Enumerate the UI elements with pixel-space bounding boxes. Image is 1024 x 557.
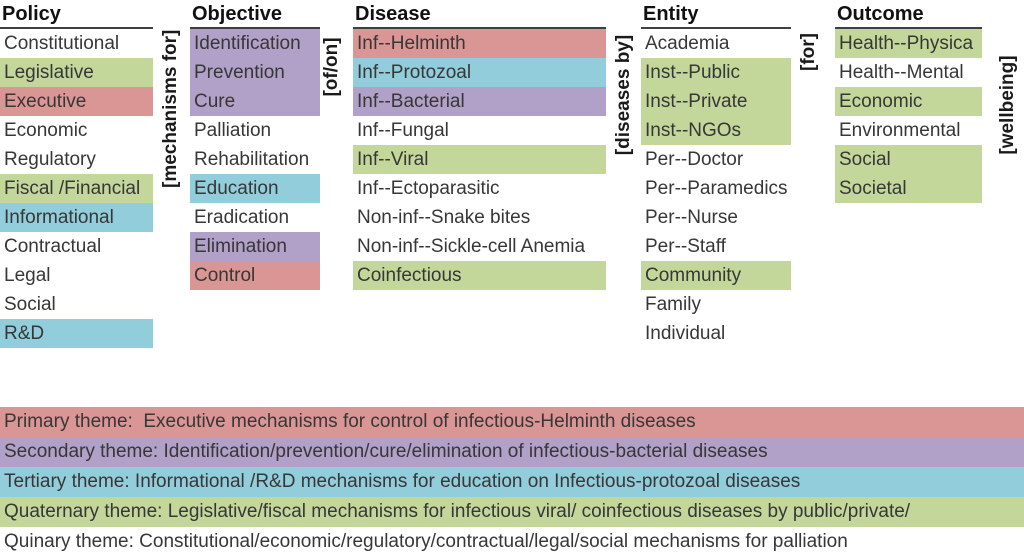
connector-label-of-on: [of/on] <box>321 37 342 97</box>
column-policy: Policy Constitutional Legislative Execut… <box>0 2 153 348</box>
column-header-outcome: Outcome <box>835 2 982 29</box>
disease-item: Inf--Ectoparasitic <box>357 178 500 199</box>
policy-item: Informational <box>0 203 153 232</box>
policy-item: Fiscal /Financial <box>0 174 153 203</box>
policy-item: Social <box>4 294 56 315</box>
entity-item: Inst--Public <box>641 58 791 87</box>
outcome-item: Health--Physica <box>835 29 982 58</box>
objective-item: Education <box>190 174 320 203</box>
legend-primary-theme: Primary theme: Executive mechanisms for … <box>0 407 1024 437</box>
disease-item: Inf--Protozoal <box>353 58 606 87</box>
objective-item: Eradication <box>194 207 290 228</box>
entity-item: Family <box>645 294 701 315</box>
theme-legend: Primary theme: Executive mechanisms for … <box>0 407 1024 557</box>
outcome-item: Environmental <box>839 120 961 141</box>
connector-label-mechanisms-for: [mechanisms for] <box>160 29 181 188</box>
entity-item: Per--Doctor <box>645 149 744 170</box>
objective-item: Elimination <box>190 232 320 261</box>
column-objective: Objective Identification Prevention Cure… <box>190 2 320 290</box>
connector-label-wellbeing: [wellbeing] <box>997 55 1018 155</box>
objective-item: Palliation <box>194 120 272 141</box>
policy-item: Constitutional <box>4 33 120 54</box>
column-disease: Disease Inf--Helminth Inf--Protozoal Inf… <box>353 2 606 290</box>
entity-item: Academia <box>645 33 730 54</box>
objective-item: Cure <box>190 87 320 116</box>
objective-item: Prevention <box>190 58 320 87</box>
entity-item: Per--Staff <box>645 236 726 257</box>
policy-item: Legislative <box>0 58 153 87</box>
policy-item: R&D <box>0 319 153 348</box>
connector-label-for: [for] <box>798 33 819 71</box>
entity-item: Inst--NGOs <box>641 116 791 145</box>
policy-item: Economic <box>4 120 88 141</box>
connector-label-diseases-by: [diseases by] <box>613 34 634 156</box>
disease-item: Inf--Helminth <box>353 29 606 58</box>
policy-item: Executive <box>0 87 153 116</box>
objective-item: Rehabilitation <box>194 149 310 170</box>
disease-item: Non-inf--Sickle-cell Anemia <box>357 236 586 257</box>
legend-quaternary-theme: Quaternary theme: Legislative/fiscal mec… <box>0 497 1024 527</box>
objective-item: Control <box>190 261 320 290</box>
disease-item: Coinfectious <box>353 261 606 290</box>
entity-item: Per--Paramedics <box>645 178 788 199</box>
objective-item: Identification <box>190 29 320 58</box>
outcome-item: Economic <box>835 87 982 116</box>
disease-item: Inf--Bacterial <box>353 87 606 116</box>
entity-item: Per--Nurse <box>645 207 738 228</box>
legend-quinary-theme: Quinary theme: Constitutional/economic/r… <box>4 531 848 552</box>
policy-item: Contractual <box>4 236 102 257</box>
column-entity: Entity Academia Inst--Public Inst--Priva… <box>641 2 791 348</box>
outcome-item: Social <box>835 145 982 174</box>
disease-item: Inf--Fungal <box>357 120 449 141</box>
policy-item: Regulatory <box>4 149 96 170</box>
entity-item: Community <box>641 261 791 290</box>
entity-item: Inst--Private <box>641 87 791 116</box>
legend-secondary-theme: Secondary theme: Identification/preventi… <box>0 437 1024 467</box>
column-header-disease: Disease <box>353 2 606 29</box>
disease-item: Non-inf--Snake bites <box>357 207 531 228</box>
legend-tertiary-theme: Tertiary theme: Informational /R&D mecha… <box>0 467 1024 497</box>
outcome-item: Health--Mental <box>839 62 964 83</box>
column-header-policy: Policy <box>0 2 153 29</box>
outcome-item: Societal <box>835 174 982 203</box>
column-outcome: Outcome Health--Physica Health--Mental E… <box>835 2 982 203</box>
disease-item: Inf--Viral <box>353 145 606 174</box>
column-header-entity: Entity <box>641 2 791 29</box>
policy-item: Legal <box>4 265 51 286</box>
column-header-objective: Objective <box>190 2 320 29</box>
entity-item: Individual <box>645 323 726 344</box>
